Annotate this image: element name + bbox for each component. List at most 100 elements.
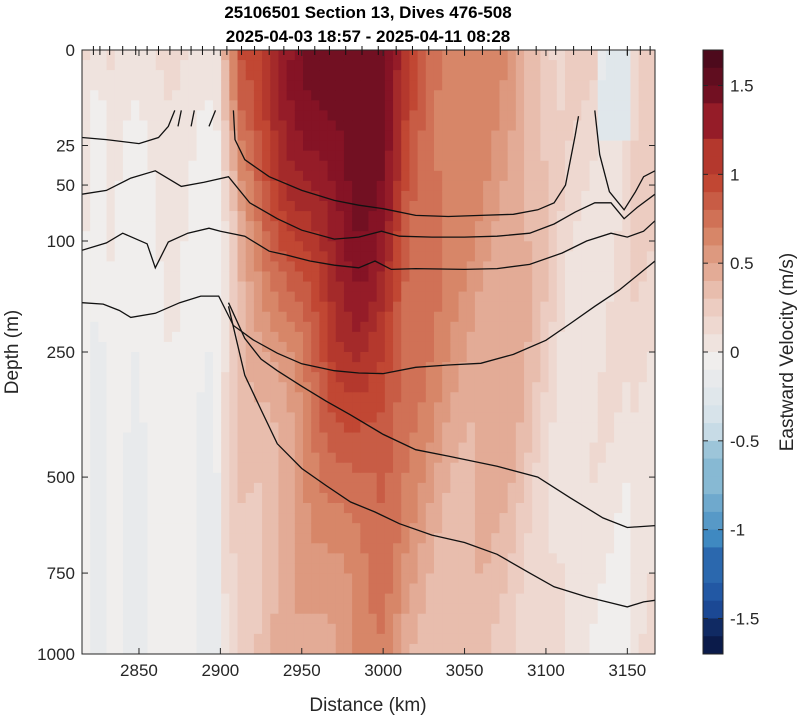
velocity-cell	[384, 422, 394, 434]
velocity-cell	[270, 231, 280, 242]
velocity-cell	[638, 432, 648, 444]
velocity-cell	[638, 291, 648, 303]
velocity-cell	[237, 60, 247, 71]
velocity-cell	[433, 462, 443, 474]
velocity-cell	[483, 442, 492, 454]
velocity-cell	[311, 80, 320, 91]
velocity-cell	[212, 543, 222, 554]
velocity-cell	[393, 633, 402, 645]
velocity-cell	[384, 100, 394, 111]
velocity-cell	[245, 513, 255, 524]
velocity-cell	[442, 593, 451, 605]
velocity-cell	[540, 211, 550, 222]
velocity-cell	[180, 553, 190, 564]
velocity-cell	[335, 382, 345, 393]
velocity-cell	[221, 281, 230, 293]
velocity-cell	[327, 432, 337, 444]
velocity-cell	[278, 241, 288, 252]
velocity-cell	[131, 362, 140, 373]
velocity-cell	[548, 80, 558, 91]
velocity-cell	[524, 311, 533, 323]
velocity-cell	[212, 80, 222, 91]
velocity-cell	[114, 593, 124, 605]
velocity-cell	[139, 321, 149, 333]
velocity-cell	[180, 311, 190, 323]
velocity-cell	[646, 482, 655, 494]
velocity-cell	[638, 301, 648, 313]
velocity-cell	[286, 422, 296, 434]
velocity-cell	[630, 50, 640, 61]
velocity-cell	[278, 331, 288, 343]
velocity-cell	[573, 100, 582, 111]
velocity-cell	[630, 60, 640, 71]
velocity-cell	[253, 60, 263, 71]
velocity-cell	[409, 271, 419, 283]
velocity-cell	[163, 251, 173, 262]
velocity-cell	[163, 623, 173, 635]
velocity-cell	[368, 392, 378, 403]
velocity-cell	[466, 503, 476, 514]
velocity-cell	[155, 553, 165, 564]
velocity-cell	[638, 513, 648, 524]
velocity-cell	[262, 402, 271, 413]
velocity-cell	[384, 492, 394, 504]
velocity-cell	[131, 190, 140, 202]
velocity-cell	[188, 251, 198, 262]
velocity-cell	[212, 120, 222, 132]
velocity-cell	[393, 593, 402, 605]
velocity-cell	[172, 462, 181, 474]
velocity-cell	[319, 382, 329, 393]
velocity-cell	[237, 643, 247, 654]
velocity-cell	[253, 50, 263, 61]
velocity-cell	[630, 613, 640, 625]
velocity-cell	[597, 341, 607, 353]
velocity-cell	[90, 553, 99, 564]
velocity-cell	[221, 180, 230, 192]
velocity-cell	[376, 120, 386, 132]
velocity-cell	[376, 472, 386, 484]
velocity-cell	[188, 180, 198, 192]
velocity-cell	[433, 150, 443, 162]
velocity-cell	[327, 362, 337, 373]
velocity-cell	[548, 543, 558, 554]
velocity-cell	[114, 402, 124, 413]
velocity-cell	[131, 633, 140, 645]
velocity-cell	[564, 573, 574, 585]
velocity-cell	[417, 261, 427, 273]
velocity-cell	[188, 523, 198, 534]
velocity-cell	[343, 221, 353, 232]
velocity-cell	[433, 573, 443, 585]
velocity-cell	[483, 583, 492, 595]
velocity-cell	[114, 201, 124, 212]
velocity-cell	[98, 321, 108, 333]
velocity-cell	[401, 281, 411, 293]
velocity-cell	[442, 603, 451, 615]
velocity-cell	[98, 120, 108, 132]
velocity-cell	[401, 362, 411, 373]
velocity-cell	[303, 412, 312, 424]
velocity-cell	[204, 160, 214, 172]
velocity-cell	[548, 140, 558, 152]
velocity-cell	[417, 402, 427, 413]
velocity-cell	[376, 412, 386, 424]
velocity-cell	[450, 80, 460, 91]
velocity-cell	[147, 100, 157, 111]
velocity-cell	[106, 472, 116, 484]
velocity-cell	[155, 392, 165, 403]
y-tick-label: 250	[47, 343, 75, 362]
velocity-cell	[532, 190, 541, 202]
velocity-cell	[417, 140, 427, 152]
velocity-cell	[515, 543, 525, 554]
velocity-cell	[589, 412, 599, 424]
velocity-cell	[450, 553, 460, 564]
velocity-cell	[294, 180, 304, 192]
velocity-cell	[262, 412, 271, 424]
velocity-cell	[343, 593, 353, 605]
velocity-cell	[147, 231, 157, 242]
velocity-cell	[524, 331, 533, 343]
velocity-cell	[212, 261, 222, 273]
velocity-cell	[368, 50, 378, 61]
velocity-cell	[270, 70, 280, 81]
velocity-cell	[294, 311, 304, 323]
velocity-cell	[262, 623, 271, 635]
